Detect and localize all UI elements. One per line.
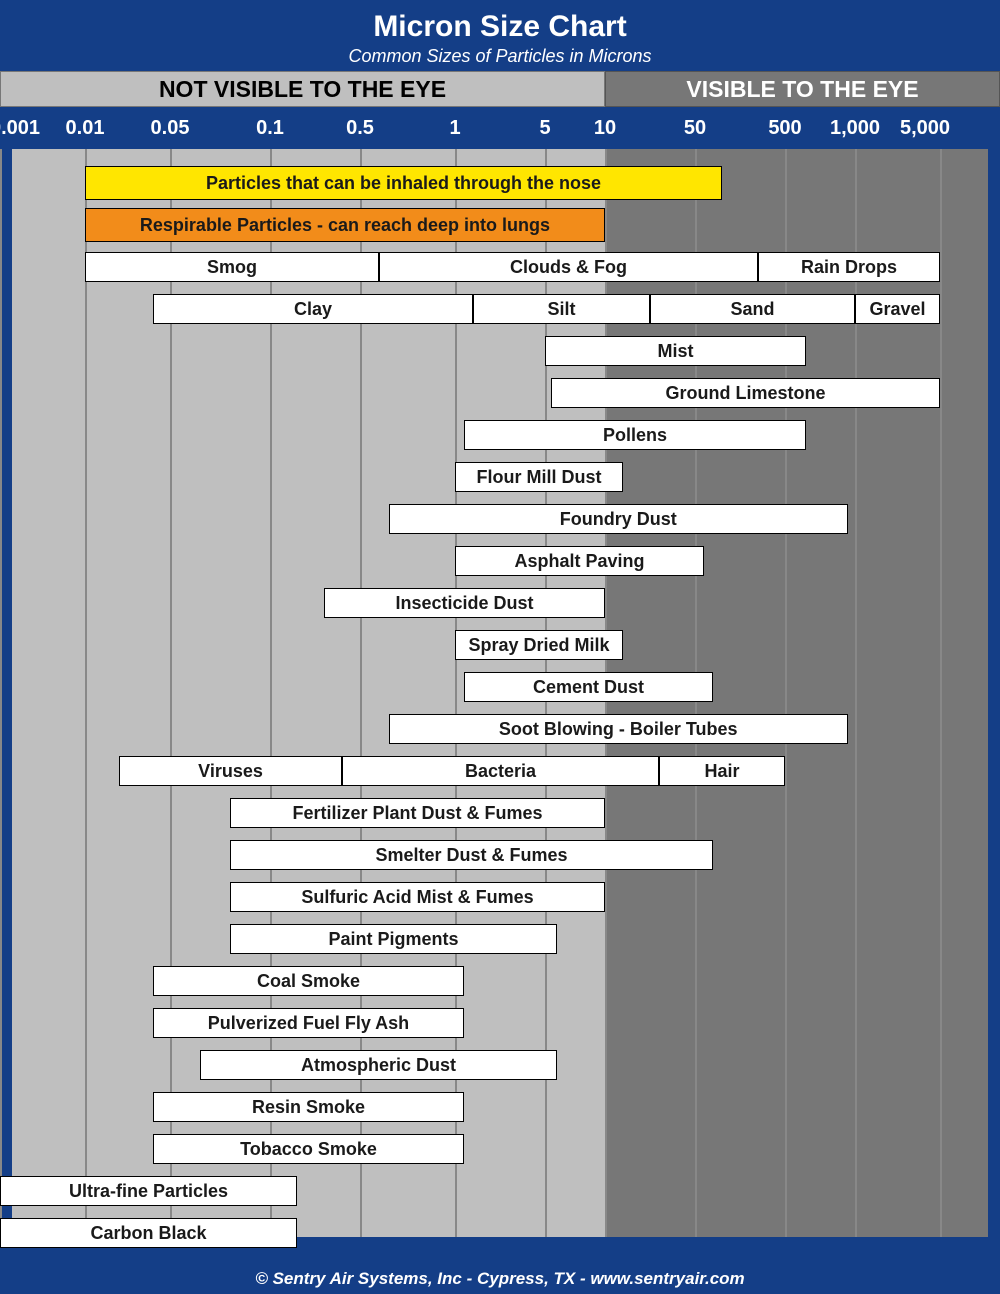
axis-tick: 0.1 [256,107,284,149]
axis-tick: 5 [539,107,550,149]
bar: Spray Dried Milk [455,630,623,660]
bar: Soot Blowing - Boiler Tubes [389,714,849,744]
bar-row: Asphalt Paving [12,543,988,585]
bar-row: ClaySiltSandGravel [12,291,988,333]
axis-tick: 50 [684,107,706,149]
bar: Mist [545,336,806,366]
bar: Particles that can be inhaled through th… [85,166,722,200]
bar: Tobacco Smoke [153,1134,464,1164]
bar-row: Foundry Dust [12,501,988,543]
bar-row: SmogClouds & FogRain Drops [12,249,988,291]
bar: Carbon Black [0,1218,297,1248]
bar: Insecticide Dust [324,588,605,618]
axis-tick: 500 [768,107,801,149]
bar-row: Spray Dried Milk [12,627,988,669]
axis-tick: 1,000 [830,107,880,149]
visibility-row: NOT VISIBLE TO THE EYE VISIBLE TO THE EY… [0,71,1000,107]
visible-zone: VISIBLE TO THE EYE [605,71,1000,107]
bar-row: Fertilizer Plant Dust & Fumes [12,795,988,837]
rows-container: Particles that can be inhaled through th… [12,149,988,1257]
bar-row: Pollens [12,417,988,459]
chart-footer: © Sentry Air Systems, Inc - Cypress, TX … [0,1264,1000,1294]
not-visible-zone: NOT VISIBLE TO THE EYE [0,71,605,107]
bar-row: Particles that can be inhaled through th… [12,165,988,207]
bar: Sulfuric Acid Mist & Fumes [230,882,605,912]
bar-row: Insecticide Dust [12,585,988,627]
bar: Viruses [119,756,342,786]
bar-row: Smelter Dust & Fumes [12,837,988,879]
bar: Pollens [464,420,806,450]
bar: Atmospheric Dust [200,1050,557,1080]
axis-tick: 0.05 [151,107,190,149]
bar: Flour Mill Dust [455,462,623,492]
bar: Rain Drops [758,252,940,282]
bar: Sand [650,294,855,324]
bar: Pulverized Fuel Fly Ash [153,1008,464,1038]
bar: Smelter Dust & Fumes [230,840,713,870]
chart-title: Micron Size Chart [0,10,1000,44]
bar: Foundry Dust [389,504,849,534]
axis-tick: 0.01 [66,107,105,149]
bar: Resin Smoke [153,1092,464,1122]
chart-area: Particles that can be inhaled through th… [12,149,988,1237]
bar: Silt [473,294,650,324]
bar: Asphalt Paving [455,546,704,576]
chart-header: Micron Size Chart Common Sizes of Partic… [0,0,1000,71]
axis-tick: 10 [594,107,616,149]
bar-row: Tobacco Smoke [12,1131,988,1173]
bar-row: Flour Mill Dust [12,459,988,501]
bar: Cement Dust [464,672,713,702]
bar-row: Mist [12,333,988,375]
bar-row: VirusesBacteriaHair [12,753,988,795]
bar-row: Cement Dust [12,669,988,711]
bar: Fertilizer Plant Dust & Fumes [230,798,605,828]
axis-tick: 1 [449,107,460,149]
bar: Gravel [855,294,940,324]
scale-row: 0.001 0.01 0.05 0.1 0.5 1 5 10 50 500 1,000 5,000 [0,107,1000,149]
bar: Paint Pigments [230,924,557,954]
bar-row: Carbon Black [12,1215,988,1257]
bar-row: Ground Limestone [12,375,988,417]
bar: Smog [85,252,379,282]
bar: Clouds & Fog [379,252,758,282]
bar: Hair [659,756,785,786]
axis-tick: 0.001 [0,107,40,149]
bar: Ultra-fine Particles [0,1176,297,1206]
bar: Bacteria [342,756,659,786]
bar-row: Atmospheric Dust [12,1047,988,1089]
bar-row: Respirable Particles - can reach deep in… [12,207,988,249]
bar-row: Ultra-fine Particles [12,1173,988,1215]
bar-row: Coal Smoke [12,963,988,1005]
grid-line [0,149,2,1237]
bar-row: Paint Pigments [12,921,988,963]
bar: Respirable Particles - can reach deep in… [85,208,605,242]
axis-tick: 5,000 [900,107,950,149]
axis-tick: 0.5 [346,107,374,149]
bar-row: Resin Smoke [12,1089,988,1131]
bar-row: Pulverized Fuel Fly Ash [12,1005,988,1047]
bar: Clay [153,294,473,324]
chart-subtitle: Common Sizes of Particles in Microns [0,46,1000,67]
bar: Ground Limestone [551,378,940,408]
bar: Coal Smoke [153,966,464,996]
bar-row: Sulfuric Acid Mist & Fumes [12,879,988,921]
bar-row: Soot Blowing - Boiler Tubes [12,711,988,753]
